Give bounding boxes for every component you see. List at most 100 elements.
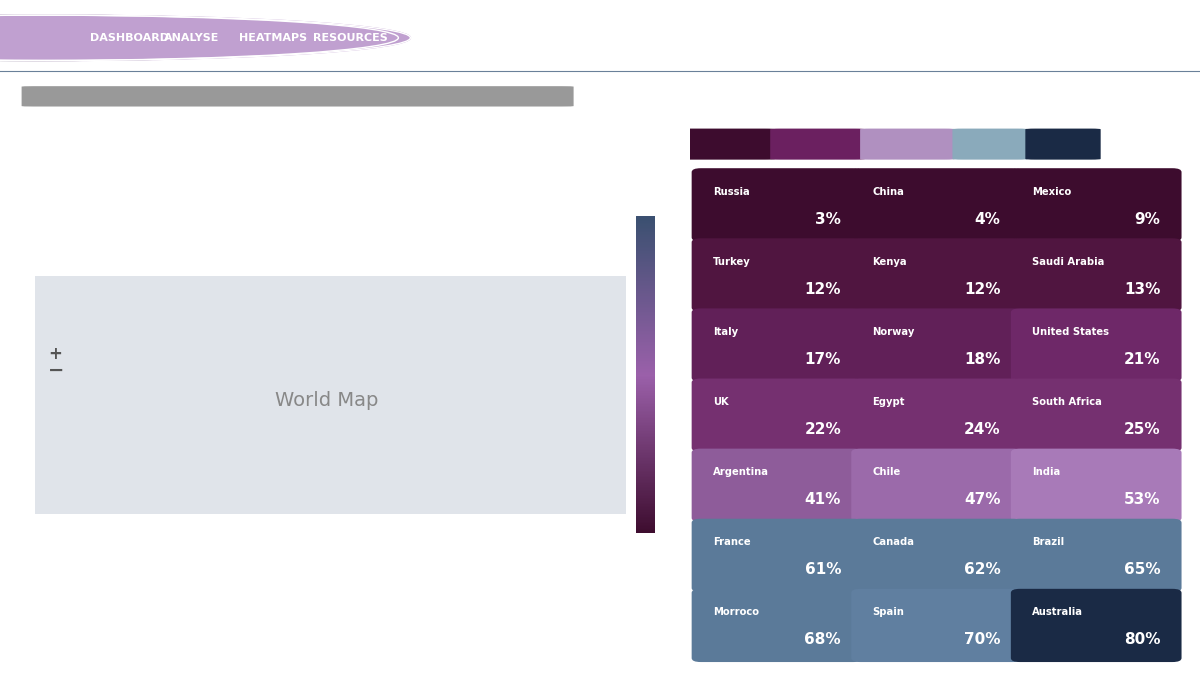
- Bar: [636, 408, 655, 410]
- Bar: [636, 313, 655, 315]
- Bar: [636, 322, 655, 324]
- Bar: [636, 422, 655, 424]
- Text: 61%: 61%: [804, 562, 841, 577]
- Bar: [636, 373, 655, 375]
- Bar: [636, 217, 655, 219]
- Bar: [636, 243, 655, 244]
- Bar: [636, 498, 655, 500]
- Bar: [636, 256, 655, 257]
- Bar: [636, 325, 655, 327]
- Bar: [636, 235, 655, 237]
- Bar: [636, 429, 655, 430]
- Bar: [636, 321, 655, 322]
- Bar: [636, 433, 655, 435]
- Bar: [636, 352, 655, 354]
- Bar: [636, 335, 655, 337]
- Bar: [636, 216, 655, 217]
- Bar: [636, 417, 655, 419]
- Bar: [636, 275, 655, 276]
- Text: 70%: 70%: [964, 632, 1001, 647]
- Bar: [636, 344, 655, 346]
- Bar: [636, 439, 655, 441]
- Bar: [636, 519, 655, 520]
- Bar: [636, 376, 655, 378]
- Bar: [636, 358, 655, 360]
- Bar: [636, 516, 655, 518]
- Text: Egypt: Egypt: [872, 397, 905, 407]
- Bar: [636, 319, 655, 321]
- Bar: [636, 289, 655, 290]
- FancyBboxPatch shape: [1010, 589, 1182, 662]
- Text: Canada: Canada: [872, 537, 914, 547]
- Text: 41%: 41%: [805, 492, 841, 507]
- Text: Brazil: Brazil: [1032, 537, 1064, 547]
- FancyBboxPatch shape: [680, 128, 775, 159]
- Text: 22%: 22%: [804, 422, 841, 437]
- Bar: [636, 290, 655, 292]
- Bar: [636, 532, 655, 533]
- Bar: [636, 259, 655, 261]
- Bar: [636, 265, 655, 267]
- Bar: [636, 427, 655, 429]
- Bar: [636, 310, 655, 311]
- Text: DASHBOARD: DASHBOARD: [90, 33, 169, 43]
- Bar: [636, 514, 655, 516]
- Bar: [636, 225, 655, 227]
- Bar: [636, 421, 655, 423]
- Bar: [636, 305, 655, 306]
- Text: France: France: [713, 537, 751, 547]
- FancyBboxPatch shape: [770, 128, 865, 159]
- Bar: [636, 292, 655, 294]
- Bar: [636, 381, 655, 383]
- Bar: [636, 511, 655, 512]
- FancyBboxPatch shape: [691, 168, 863, 242]
- Bar: [636, 384, 655, 385]
- Bar: [636, 333, 655, 335]
- Text: Argentina: Argentina: [713, 467, 769, 477]
- Bar: [636, 371, 655, 373]
- Bar: [636, 300, 655, 302]
- FancyBboxPatch shape: [1010, 238, 1182, 312]
- Bar: [636, 483, 655, 484]
- Bar: [636, 508, 655, 510]
- Bar: [636, 493, 655, 495]
- Bar: [636, 443, 655, 444]
- Bar: [636, 459, 655, 460]
- FancyBboxPatch shape: [851, 168, 1022, 242]
- Bar: [636, 379, 655, 381]
- Text: 62%: 62%: [964, 562, 1001, 577]
- Text: 53%: 53%: [1123, 492, 1160, 507]
- Bar: [636, 375, 655, 376]
- Bar: [636, 242, 655, 243]
- Bar: [636, 257, 655, 259]
- FancyBboxPatch shape: [691, 308, 863, 381]
- FancyBboxPatch shape: [851, 518, 1022, 592]
- Bar: [636, 269, 655, 270]
- Bar: [636, 416, 655, 417]
- Bar: [636, 316, 655, 317]
- Bar: [636, 432, 655, 433]
- Bar: [636, 369, 655, 370]
- Bar: [636, 315, 655, 316]
- Bar: [636, 327, 655, 329]
- Bar: [636, 489, 655, 491]
- FancyBboxPatch shape: [691, 379, 863, 452]
- Bar: [636, 357, 655, 359]
- Bar: [636, 354, 655, 356]
- Bar: [636, 278, 655, 279]
- Text: South Africa: South Africa: [1032, 397, 1102, 407]
- Text: 12%: 12%: [804, 281, 841, 297]
- Text: 13%: 13%: [1124, 281, 1160, 297]
- Text: Russia: Russia: [713, 187, 750, 196]
- Text: Turkey: Turkey: [713, 257, 751, 267]
- Bar: [636, 478, 655, 479]
- Bar: [636, 284, 655, 286]
- FancyBboxPatch shape: [851, 238, 1022, 312]
- FancyBboxPatch shape: [851, 379, 1022, 452]
- Text: Mexico: Mexico: [1032, 187, 1072, 196]
- Bar: [636, 263, 655, 265]
- Bar: [636, 400, 655, 402]
- Text: World Map: World Map: [275, 392, 378, 410]
- Bar: [636, 389, 655, 390]
- Bar: [636, 219, 655, 221]
